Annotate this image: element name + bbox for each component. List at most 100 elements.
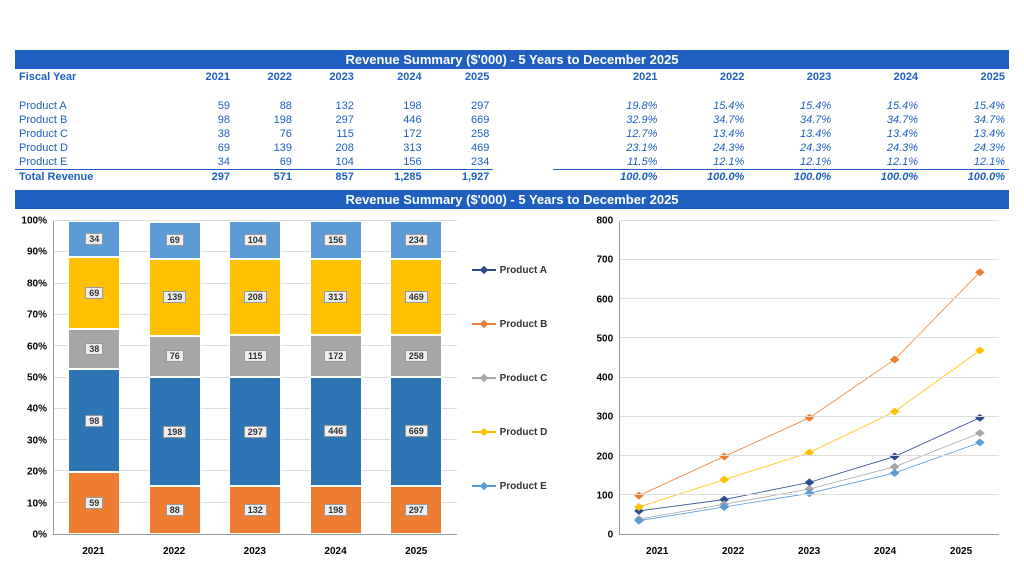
y-tick: 40%	[27, 404, 47, 415]
cell-value: 234	[426, 155, 494, 170]
bar-segment: 139	[149, 259, 201, 335]
stacked-bar-chart: 0%10%20%30%40%50%60%70%80%90%100% 599838…	[15, 213, 467, 563]
y-tick: 50%	[27, 373, 47, 384]
y-tick: 90%	[27, 247, 47, 258]
table-row: Product E3469104156234	[15, 155, 493, 170]
data-table: Fiscal Year20212022202320242025 Product …	[15, 69, 493, 184]
data-point	[720, 453, 730, 461]
cell-percent: 12.1%	[748, 155, 835, 170]
cell-value: 115	[296, 127, 358, 141]
bar-segment: 258	[390, 335, 442, 377]
legend-marker	[472, 377, 496, 379]
grid-line	[620, 455, 999, 456]
col-header-year: 2025	[922, 69, 1009, 85]
bar-segment-label: 313	[324, 291, 347, 303]
cell-value: 669	[426, 113, 494, 127]
legend-label: Product E	[500, 481, 547, 492]
data-point	[975, 438, 985, 446]
cell-total: 100.0%	[661, 170, 748, 185]
bar-segment: 297	[390, 486, 442, 534]
cell-value: 104	[296, 155, 358, 170]
col-header-year: 2022	[661, 69, 748, 85]
cell-total: 100.0%	[748, 170, 835, 185]
stacked-x-labels: 20212022202320242025	[53, 546, 457, 557]
cell-value: 172	[358, 127, 426, 141]
line-series	[639, 272, 980, 495]
cell-value: 69	[172, 141, 234, 155]
x-label: 2021	[619, 546, 695, 557]
table-row: Product A5988132198297	[15, 99, 493, 113]
x-label: 2024	[847, 546, 923, 557]
table-row: 11.5%12.1%12.1%12.1%12.1%	[553, 155, 1009, 170]
x-label: 2023	[771, 546, 847, 557]
bar-segment-label: 132	[244, 504, 267, 516]
y-tick: 600	[596, 294, 613, 305]
y-tick: 30%	[27, 435, 47, 446]
bar-segment-label: 115	[244, 350, 267, 362]
bar-segment: 313	[310, 259, 362, 335]
cell-value: 139	[234, 141, 296, 155]
bar-column: 198446172313156	[310, 221, 362, 534]
bar-segment: 234	[390, 221, 442, 259]
bar-segment-label: 38	[85, 343, 103, 355]
cell-percent: 24.3%	[835, 141, 922, 155]
col-header-year: 2024	[358, 69, 426, 85]
legend: Product AProduct BProduct CProduct DProd…	[467, 213, 582, 563]
bar-segment: 446	[310, 377, 362, 486]
y-tick: 0%	[33, 530, 47, 541]
x-label: 2023	[214, 546, 295, 557]
y-tick: 200	[596, 451, 613, 462]
y-tick: 80%	[27, 278, 47, 289]
legend-label: Product D	[500, 427, 548, 438]
bar-segment: 76	[149, 336, 201, 378]
line-chart: 0100200300400500600700800 20212022202320…	[581, 213, 1009, 563]
data-point	[634, 492, 644, 500]
cell-value: 98	[172, 113, 234, 127]
bar-segment: 69	[149, 222, 201, 260]
cell-total: 100.0%	[575, 170, 662, 185]
y-tick: 20%	[27, 467, 47, 478]
row-label-total: Total Revenue	[15, 170, 172, 185]
cell-value: 446	[358, 113, 426, 127]
bar-segment-label: 669	[405, 425, 428, 437]
y-tick: 70%	[27, 310, 47, 321]
cell-percent: 34.7%	[661, 113, 748, 127]
cell-value: 88	[234, 99, 296, 113]
title-bar-1: Revenue Summary ($'000) - 5 Years to Dec…	[15, 50, 1009, 69]
cell-percent: 13.4%	[922, 127, 1009, 141]
table-row: 23.1%24.3%24.3%24.3%24.3%	[553, 141, 1009, 155]
grid-line	[620, 298, 999, 299]
grid-line	[620, 494, 999, 495]
bar-segment: 297	[229, 377, 281, 485]
row-label: Product E	[15, 155, 172, 170]
cell-value: 34	[172, 155, 234, 170]
bar-segment-label: 98	[85, 415, 103, 427]
y-tick: 100	[596, 490, 613, 501]
charts-container: 0%10%20%30%40%50%60%70%80%90%100% 599838…	[15, 213, 1009, 563]
tables-container: Fiscal Year20212022202320242025 Product …	[15, 69, 1009, 184]
cell-value: 198	[234, 113, 296, 127]
cell-percent: 34.7%	[922, 113, 1009, 127]
bar-segment-label: 208	[244, 291, 267, 303]
table-row: Product D69139208313469	[15, 141, 493, 155]
bar-segment-label: 258	[405, 350, 428, 362]
cell-total: 100.0%	[922, 170, 1009, 185]
cell-percent: 15.4%	[661, 99, 748, 113]
col-header-year: 2025	[426, 69, 494, 85]
cell-percent: 15.4%	[922, 99, 1009, 113]
table-row-total: 100.0%100.0%100.0%100.0%100.0%	[553, 170, 1009, 185]
cell-value: 38	[172, 127, 234, 141]
grid-line	[620, 220, 999, 221]
legend-marker	[472, 269, 496, 271]
col-header-year: 2023	[748, 69, 835, 85]
bar-segment: 34	[68, 221, 120, 257]
bar-segment: 156	[310, 221, 362, 259]
legend-item: Product E	[472, 481, 577, 492]
cell-value: 59	[172, 99, 234, 113]
bar-segment-label: 59	[85, 497, 103, 509]
bar-segment-label: 69	[85, 287, 103, 299]
bar-segment-label: 469	[405, 291, 428, 303]
cell-value: 297	[426, 99, 494, 113]
bar-segment-label: 297	[405, 504, 428, 516]
stacked-plot: 5998386934881987613969132297115208104198…	[53, 221, 457, 535]
